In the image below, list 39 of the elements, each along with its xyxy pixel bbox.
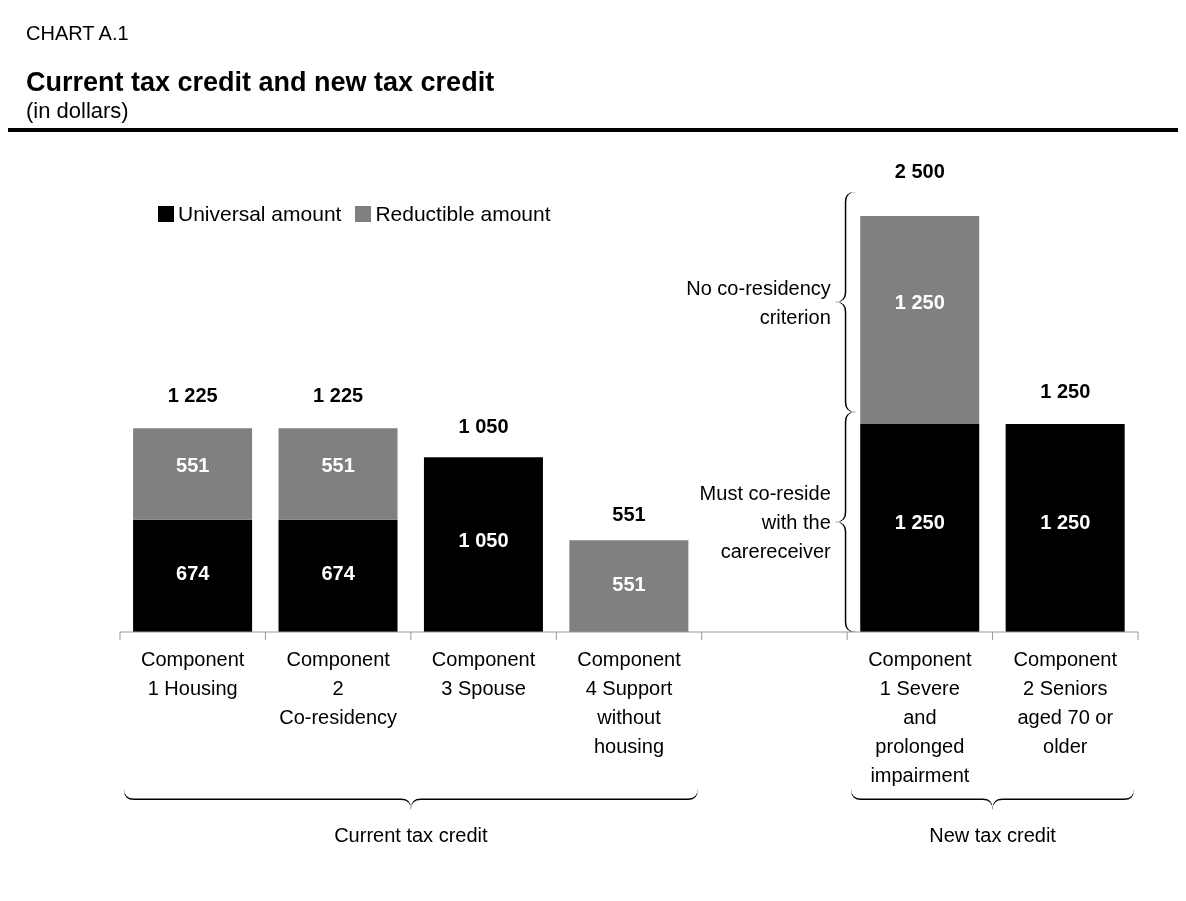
data-label: 551 <box>612 572 646 595</box>
chart-title: Current tax credit and new tax credit <box>26 67 496 98</box>
data-label: 1 050 <box>458 528 509 551</box>
x-tick-label: Component 4 Support without housing <box>577 648 682 757</box>
total-label: 551 <box>612 503 646 526</box>
bar <box>423 457 543 632</box>
x-tick-label: Component 2 Co-residency <box>279 648 398 728</box>
bar <box>1005 424 1125 632</box>
bar <box>278 519 398 632</box>
x-tick-label: Component 1 Severe and prolonged impairment <box>868 648 972 786</box>
bar <box>278 428 398 520</box>
x-tick-label: Component 3 Spouse <box>431 648 536 699</box>
chart-subtitle: (in dollars) <box>26 98 130 124</box>
bar <box>133 519 253 632</box>
total-label: 1 225 <box>313 384 364 407</box>
legend-label: Universal amount <box>178 202 342 226</box>
bar <box>133 428 253 520</box>
annotation: No co-residency criterion <box>686 276 831 328</box>
data-label: 551 <box>321 453 355 476</box>
x-tick-label: Component 2 Seniors aged 70 or older <box>1013 648 1118 757</box>
text: Current tax credit <box>334 824 488 846</box>
data-label: 674 <box>321 561 356 584</box>
data-label: 1 250 <box>1040 511 1091 533</box>
bar <box>860 424 980 632</box>
bar <box>860 216 980 424</box>
data-label: 1 250 <box>894 511 945 533</box>
legend-label: Reductible amount <box>375 202 551 226</box>
x-tick-label: Component 1 Housing <box>141 648 245 699</box>
data-label: 674 <box>176 561 211 584</box>
annotation: Must co-reside with the carereceiver <box>699 482 832 562</box>
total-label: 1 225 <box>167 384 218 407</box>
total-label: 1 250 <box>1040 380 1091 402</box>
data-label: 551 <box>176 453 210 476</box>
text: New tax credit <box>929 824 1057 846</box>
data-label: 1 250 <box>894 291 945 313</box>
text: CHART A.1 <box>26 21 130 45</box>
total-label: 2 500 <box>894 160 945 182</box>
total-label: 1 050 <box>458 415 509 438</box>
bar <box>569 540 689 632</box>
